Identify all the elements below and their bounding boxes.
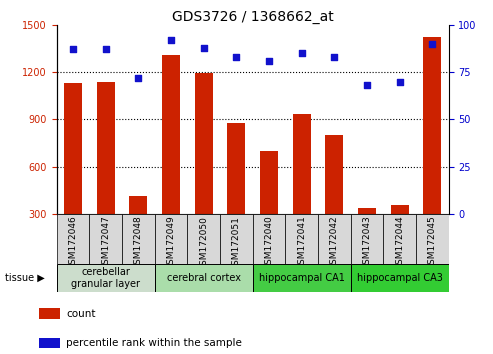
Point: [428, 41, 436, 46]
Bar: [260, 151, 278, 214]
Bar: [162, 55, 180, 214]
Bar: [57, 214, 89, 264]
Bar: [325, 135, 343, 214]
Point: [330, 54, 338, 60]
Text: GSM172046: GSM172046: [69, 216, 77, 270]
Point: [265, 58, 273, 64]
Bar: [155, 264, 252, 292]
Bar: [39, 338, 60, 348]
Text: percentile rank within the sample: percentile rank within the sample: [66, 338, 242, 348]
Text: GSM172050: GSM172050: [199, 216, 208, 270]
Point: [69, 47, 77, 52]
Bar: [187, 214, 220, 264]
Bar: [252, 214, 285, 264]
Text: GSM172047: GSM172047: [101, 216, 110, 270]
Text: GSM172044: GSM172044: [395, 216, 404, 270]
Bar: [293, 114, 311, 214]
Bar: [64, 83, 82, 214]
Bar: [416, 214, 449, 264]
Bar: [97, 81, 115, 214]
Point: [135, 75, 142, 81]
Bar: [89, 214, 122, 264]
Bar: [358, 208, 376, 214]
Point: [102, 47, 109, 52]
Text: GSM172043: GSM172043: [362, 216, 372, 270]
Text: cerebellar
granular layer: cerebellar granular layer: [71, 267, 140, 289]
Point: [167, 37, 175, 43]
Text: GSM172040: GSM172040: [264, 216, 274, 270]
Bar: [129, 196, 147, 214]
Text: tissue ▶: tissue ▶: [5, 273, 45, 283]
Bar: [390, 205, 409, 214]
Text: GSM172049: GSM172049: [167, 216, 176, 270]
Bar: [285, 214, 318, 264]
Text: GSM172051: GSM172051: [232, 216, 241, 270]
Point: [396, 79, 404, 84]
Bar: [351, 214, 383, 264]
Title: GDS3726 / 1368662_at: GDS3726 / 1368662_at: [172, 10, 334, 24]
Bar: [423, 38, 441, 214]
Bar: [155, 214, 187, 264]
Text: GSM172041: GSM172041: [297, 216, 306, 270]
Bar: [220, 214, 252, 264]
Text: GSM172048: GSM172048: [134, 216, 143, 270]
Point: [232, 54, 240, 60]
Text: count: count: [66, 309, 96, 319]
Text: GSM172042: GSM172042: [330, 216, 339, 270]
Point: [200, 45, 208, 50]
Bar: [57, 264, 155, 292]
Point: [363, 82, 371, 88]
Bar: [318, 214, 351, 264]
Bar: [122, 214, 155, 264]
Text: cerebral cortex: cerebral cortex: [167, 273, 241, 283]
Bar: [252, 264, 351, 292]
Bar: [39, 308, 60, 319]
Bar: [227, 124, 246, 214]
Bar: [351, 264, 449, 292]
Bar: [195, 73, 212, 214]
Text: hippocampal CA3: hippocampal CA3: [357, 273, 443, 283]
Point: [298, 50, 306, 56]
Bar: [383, 214, 416, 264]
Text: GSM172045: GSM172045: [428, 216, 437, 270]
Text: hippocampal CA1: hippocampal CA1: [259, 273, 345, 283]
